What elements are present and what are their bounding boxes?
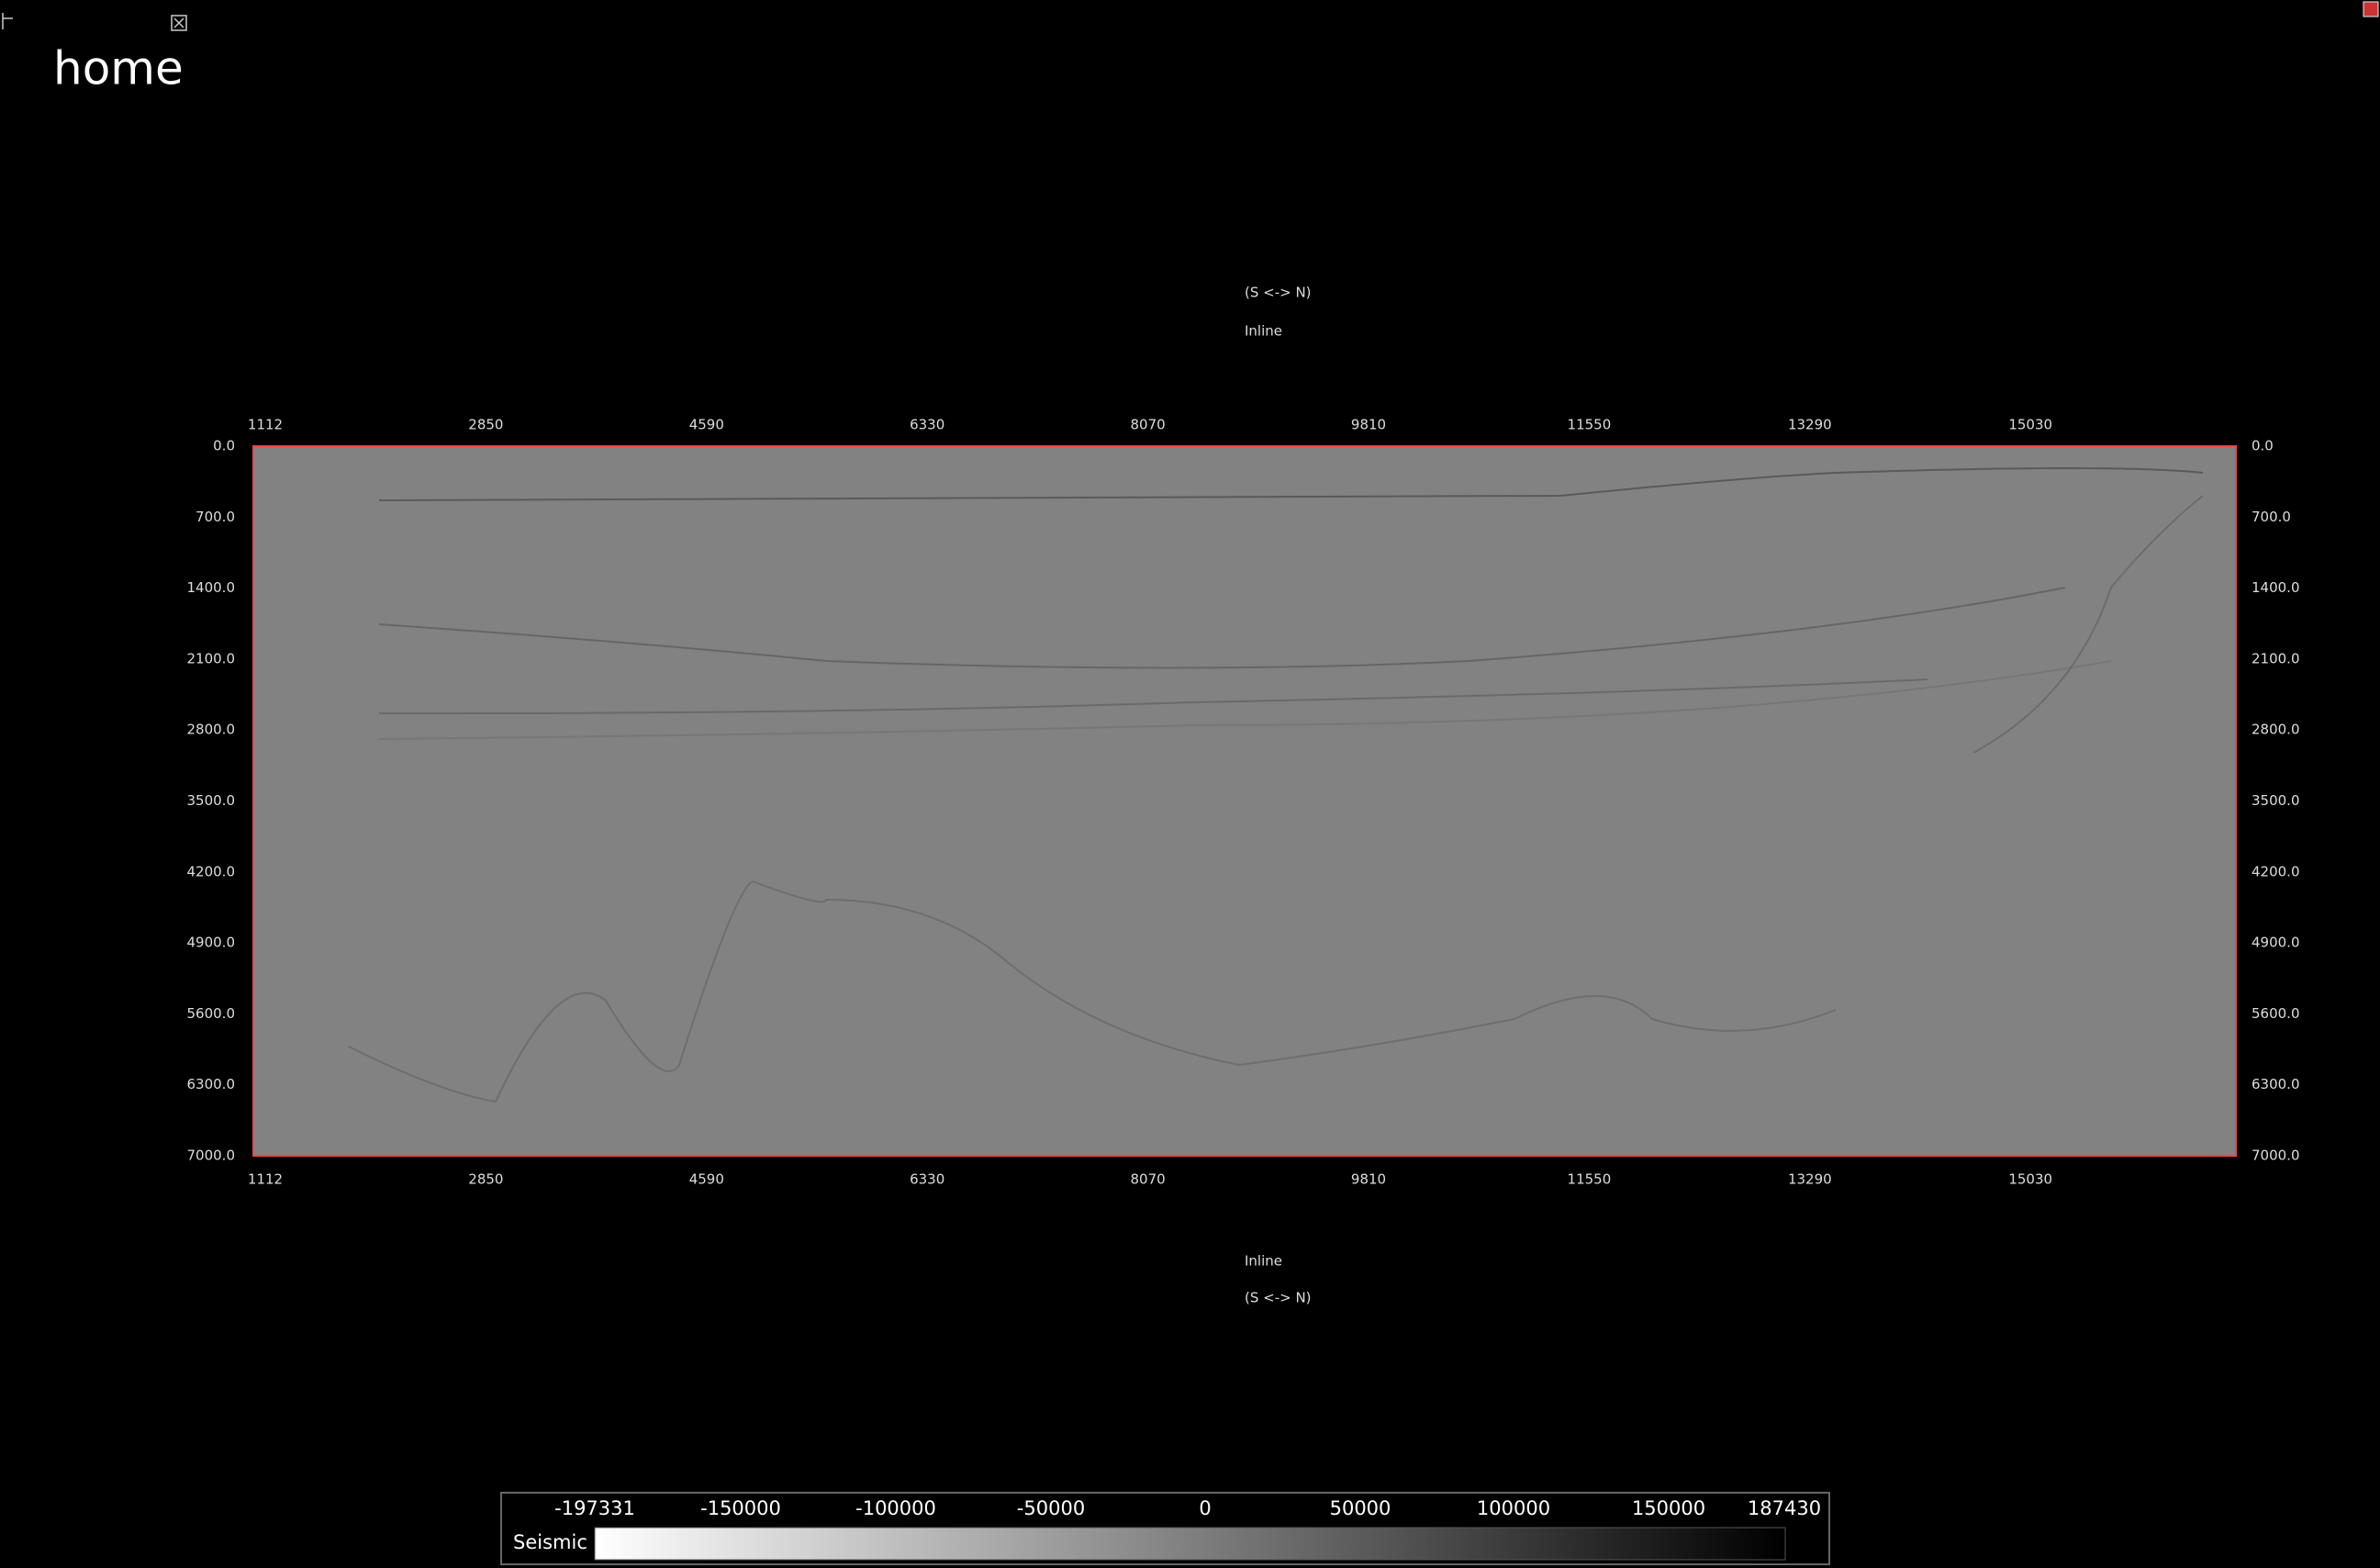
colorbar-tick-label: 187430 xyxy=(1748,1497,1821,1519)
axis-direction: (S <-> N) xyxy=(1245,285,1312,301)
y-tick-label: 0.0 xyxy=(213,438,235,454)
y-tick-label: 700.0 xyxy=(2252,509,2291,525)
colorbar-label: Seismic xyxy=(513,1531,587,1553)
x-tick-label: 15030 xyxy=(2008,1171,2052,1188)
x-tick-label: 8070 xyxy=(1131,1171,1166,1188)
y-tick-label: 7000.0 xyxy=(187,1148,236,1164)
axis-direction: (S <-> N) xyxy=(1245,1290,1312,1306)
y-tick-label: 700.0 xyxy=(196,509,235,525)
y-tick-label: 5600.0 xyxy=(2252,1005,2300,1022)
x-tick-label: 9810 xyxy=(1351,1171,1386,1188)
y-tick-label: 0.0 xyxy=(2252,438,2274,454)
x-tick-label: 13290 xyxy=(1788,417,1832,433)
x-tick-label: 9810 xyxy=(1351,417,1386,433)
x-tick-label: 1112 xyxy=(248,417,283,433)
x-tick-label: 8070 xyxy=(1131,417,1166,433)
close-icon xyxy=(173,17,184,28)
y-tick-label: 2800.0 xyxy=(187,722,236,738)
x-tick-label: 6330 xyxy=(910,1171,944,1188)
colorbar-tick-label: -197331 xyxy=(554,1497,635,1519)
section-frame xyxy=(252,445,2237,1157)
y-tick-label: 2800.0 xyxy=(2252,722,2300,738)
x-tick-label: 4590 xyxy=(689,417,724,433)
x-tick-label: 11550 xyxy=(1568,417,1612,433)
colorbar-tick-label: 50000 xyxy=(1330,1497,1391,1519)
y-tick-label: 2100.0 xyxy=(187,650,236,666)
y-tick-label: 4200.0 xyxy=(2252,863,2300,879)
corner-button[interactable] xyxy=(2363,1,2379,17)
y-tick-label: 4200.0 xyxy=(187,863,236,879)
seismic-reflectors xyxy=(348,467,2204,1103)
axis-icon xyxy=(2,13,13,29)
window-title: home xyxy=(53,42,184,95)
x-tick-label: 6330 xyxy=(910,417,944,433)
y-tick-label: 6300.0 xyxy=(2252,1076,2300,1092)
x-tick-label: 4590 xyxy=(689,1171,724,1188)
y-tick-label: 1400.0 xyxy=(187,579,236,596)
x-tick-label: 11550 xyxy=(1568,1171,1612,1188)
colorbar-tick-label: 0 xyxy=(1199,1497,1211,1519)
y-tick-label: 7000.0 xyxy=(2252,1148,2300,1164)
axis-label: Inline xyxy=(1245,323,1282,340)
y-tick-label: 5600.0 xyxy=(187,1005,236,1022)
seismic-image xyxy=(253,446,2236,1156)
y-tick-label: 3500.0 xyxy=(187,792,236,809)
x-tick-label: 13290 xyxy=(1788,1171,1832,1188)
y-tick-label: 1400.0 xyxy=(2252,579,2300,596)
close-button[interactable] xyxy=(171,15,187,31)
x-tick-label: 2850 xyxy=(468,417,503,433)
y-tick-label: 4900.0 xyxy=(187,935,236,951)
axis-label: Inline xyxy=(1245,1253,1282,1270)
colorbar xyxy=(594,1527,1786,1561)
colorbar-tick-label: -100000 xyxy=(855,1497,936,1519)
colorbar-tick-label: 150000 xyxy=(1632,1497,1705,1519)
colorbar-tick-label: -50000 xyxy=(1017,1497,1085,1519)
y-tick-label: 6300.0 xyxy=(187,1076,236,1092)
colorbar-tick-label: -150000 xyxy=(700,1497,781,1519)
colorbar-tick-label: 100000 xyxy=(1477,1497,1550,1519)
x-tick-label: 15030 xyxy=(2008,417,2052,433)
y-tick-label: 3500.0 xyxy=(2252,792,2300,809)
y-tick-label: 2100.0 xyxy=(2252,650,2300,666)
x-tick-label: 2850 xyxy=(468,1171,503,1188)
y-tick-label: 4900.0 xyxy=(2252,935,2300,951)
x-tick-label: 1112 xyxy=(248,1171,283,1188)
